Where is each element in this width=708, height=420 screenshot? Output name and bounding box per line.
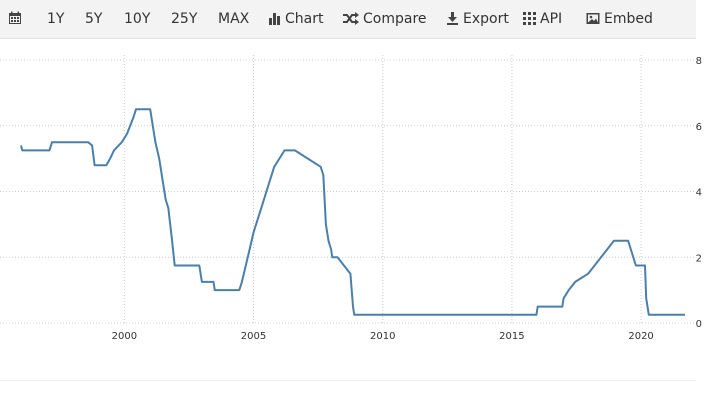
x-tick-label-2: 2010 xyxy=(370,331,395,342)
x-axis: 2000 2005 2010 2015 2020 xyxy=(112,331,654,342)
compare-button-label: Compare xyxy=(363,11,427,27)
series-line-0 xyxy=(20,108,685,316)
chart-bottom-divider xyxy=(0,380,696,381)
chart-button[interactable]: Chart xyxy=(268,0,323,38)
range-5y-button[interactable]: 5Y xyxy=(85,11,103,27)
y-tick-label-4: 8 xyxy=(696,56,702,67)
chart-grid xyxy=(0,55,695,324)
range-max-button[interactable]: MAX xyxy=(218,11,250,27)
image-icon xyxy=(586,13,600,24)
y-axis: 0 2 4 6 8 xyxy=(696,56,702,330)
range-1y-button[interactable]: 1Y xyxy=(47,11,65,27)
shuffle-icon xyxy=(343,12,359,25)
export-button[interactable]: Export xyxy=(446,0,509,38)
download-icon xyxy=(447,12,458,25)
line-chart: 2000 2005 2010 2015 2020 0 2 4 6 8 xyxy=(0,55,702,342)
api-button[interactable]: API xyxy=(523,0,562,38)
calendar-icon[interactable] xyxy=(8,0,26,38)
x-tick-label-0: 2000 xyxy=(112,331,137,342)
api-button-label: API xyxy=(540,11,563,27)
grid-icon xyxy=(523,12,536,25)
embed-button-label: Embed xyxy=(604,11,653,27)
bar-chart-icon xyxy=(269,13,280,25)
x-tick-label-3: 2015 xyxy=(499,331,524,342)
range-10y-button[interactable]: 10Y xyxy=(124,11,151,27)
compare-button[interactable]: Compare xyxy=(342,0,427,38)
range-25y-button[interactable]: 25Y xyxy=(171,11,198,27)
x-tick-label-4: 2020 xyxy=(628,331,653,342)
chart-button-label: Chart xyxy=(285,11,324,27)
x-tick-label-1: 2005 xyxy=(241,331,266,342)
embed-button[interactable]: Embed xyxy=(586,0,653,38)
y-tick-label-3: 6 xyxy=(696,122,702,133)
chart-series xyxy=(20,108,685,316)
export-button-label: Export xyxy=(463,11,509,27)
y-tick-label-1: 2 xyxy=(696,253,702,264)
y-tick-label-2: 4 xyxy=(696,188,702,199)
y-tick-label-0: 0 xyxy=(696,319,702,330)
chart-toolbar: 1Y 5Y 10Y 25Y MAX Chart Compare Export A… xyxy=(0,0,696,39)
